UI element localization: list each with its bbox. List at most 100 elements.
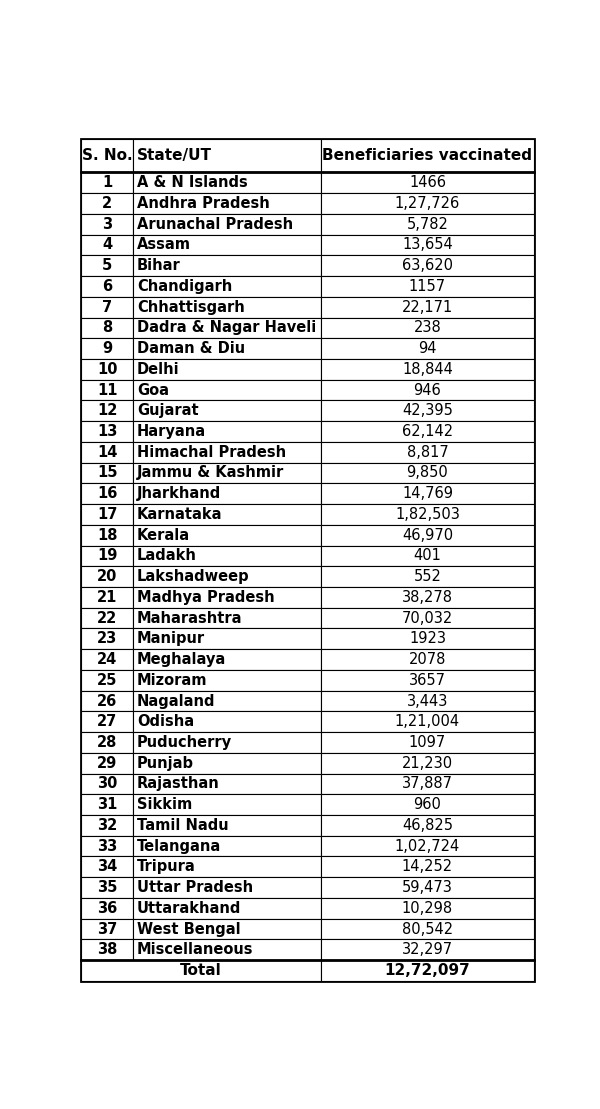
Text: 7: 7 [102,299,112,315]
Bar [321,140,534,172]
Text: Manipur: Manipur [137,631,205,647]
Bar [133,462,321,484]
Text: 59,473: 59,473 [402,881,453,895]
Bar [81,774,133,794]
Bar [81,649,133,670]
Bar [81,317,133,338]
Text: Haryana: Haryana [137,424,206,439]
Text: 17: 17 [97,507,118,522]
Bar [321,898,534,918]
Bar [133,939,321,960]
Bar [133,649,321,670]
Text: 32,297: 32,297 [402,943,453,957]
Text: 8,817: 8,817 [407,445,448,460]
Bar [133,172,321,193]
Bar [321,255,534,276]
Bar [321,297,534,317]
Text: 35: 35 [97,881,118,895]
Text: 4: 4 [102,237,112,253]
Text: Gujarat: Gujarat [137,404,199,418]
Bar [133,193,321,214]
Bar [133,546,321,567]
Bar [133,359,321,379]
Text: 37,887: 37,887 [402,776,453,792]
Bar [321,670,534,691]
Bar [321,918,534,939]
Text: 13,654: 13,654 [402,237,453,253]
Text: A & N Islands: A & N Islands [137,175,248,191]
Text: 2: 2 [102,196,112,211]
Bar [81,732,133,753]
Bar [321,400,534,421]
Text: Madhya Pradesh: Madhya Pradesh [137,590,275,604]
Text: S. No.: S. No. [82,149,133,163]
Bar [321,815,534,836]
Bar [81,421,133,441]
Bar [321,794,534,815]
Text: Delhi: Delhi [137,362,179,377]
Bar [81,359,133,379]
Bar [321,877,534,898]
Bar [81,711,133,732]
Bar [321,441,534,462]
Text: Karnataka: Karnataka [137,507,223,522]
Bar [81,338,133,359]
Text: 1466: 1466 [409,175,446,191]
Bar [81,193,133,214]
Text: 14,769: 14,769 [402,486,453,501]
Bar [321,629,534,649]
Text: 1,02,724: 1,02,724 [395,838,460,854]
Text: Goa: Goa [137,383,169,397]
Text: 29: 29 [97,755,118,771]
Text: 36: 36 [97,901,118,916]
Bar [81,691,133,711]
Text: 946: 946 [413,383,442,397]
Text: Himachal Pradesh: Himachal Pradesh [137,445,286,460]
Text: Jharkhand: Jharkhand [137,486,221,501]
Bar [81,856,133,877]
Bar [321,939,534,960]
Bar [321,338,534,359]
Bar [81,172,133,193]
Bar [133,732,321,753]
Bar [81,670,133,691]
Text: 13: 13 [97,424,118,439]
Bar [81,753,133,774]
Text: 34: 34 [97,859,118,874]
Bar [321,711,534,732]
Text: 1,27,726: 1,27,726 [395,196,460,211]
Bar [321,193,534,214]
Text: Bihar: Bihar [137,258,181,273]
Bar [321,359,534,379]
Text: 23: 23 [97,631,118,647]
Text: 42,395: 42,395 [402,404,453,418]
Text: Punjab: Punjab [137,755,194,771]
Bar [321,214,534,235]
Bar [133,379,321,400]
Text: Chhattisgarh: Chhattisgarh [137,299,245,315]
Text: 15: 15 [97,466,118,480]
Text: Odisha: Odisha [137,714,194,730]
Text: 31: 31 [97,797,118,812]
Bar [321,732,534,753]
Bar [321,276,534,297]
Text: 1157: 1157 [409,279,446,294]
Text: 9,850: 9,850 [407,466,448,480]
Text: Tamil Nadu: Tamil Nadu [137,817,229,833]
Text: Puducherry: Puducherry [137,735,232,750]
Text: 3: 3 [102,216,112,232]
Text: 37: 37 [97,922,118,936]
Text: 3657: 3657 [409,673,446,688]
Bar [81,567,133,587]
Bar [81,546,133,567]
Text: 28: 28 [97,735,118,750]
Bar [133,525,321,546]
Text: 21,230: 21,230 [402,755,453,771]
Text: 401: 401 [413,548,442,563]
Text: 18: 18 [97,528,118,542]
Bar [81,214,133,235]
Text: 10,298: 10,298 [402,901,453,916]
Bar [321,587,534,608]
Bar [133,794,321,815]
Text: 38,278: 38,278 [402,590,453,604]
